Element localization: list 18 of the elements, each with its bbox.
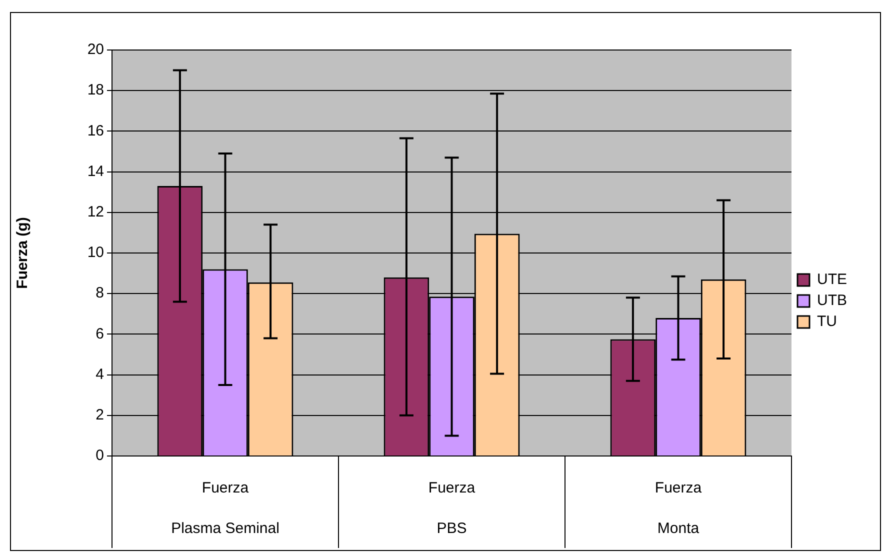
y-tick-label: 6 <box>96 325 104 342</box>
category-label: Fuerza PBS <box>428 479 476 537</box>
y-tick-label: 14 <box>87 162 104 180</box>
y-tick-label: 20 <box>87 41 104 58</box>
legend-label: UTB <box>817 292 847 310</box>
y-tick-label: 18 <box>87 82 104 99</box>
y-tick-label: 0 <box>96 447 104 464</box>
y-tick-label: 4 <box>96 366 104 383</box>
y-tick-label: 16 <box>87 122 104 140</box>
y-tick-label: 10 <box>87 244 104 262</box>
category-label: Fuerza Plasma Seminal <box>171 479 280 537</box>
y-tick-label: 12 <box>87 204 104 221</box>
y-tick-label: 8 <box>96 284 104 302</box>
legend-label: UTE <box>817 271 847 288</box>
legend-label: TU <box>817 313 837 330</box>
y-tick-label: 2 <box>96 406 104 424</box>
y-axis-title: Fuerza (g) <box>14 217 32 289</box>
category-label: Fuerza Monta <box>654 479 702 537</box>
